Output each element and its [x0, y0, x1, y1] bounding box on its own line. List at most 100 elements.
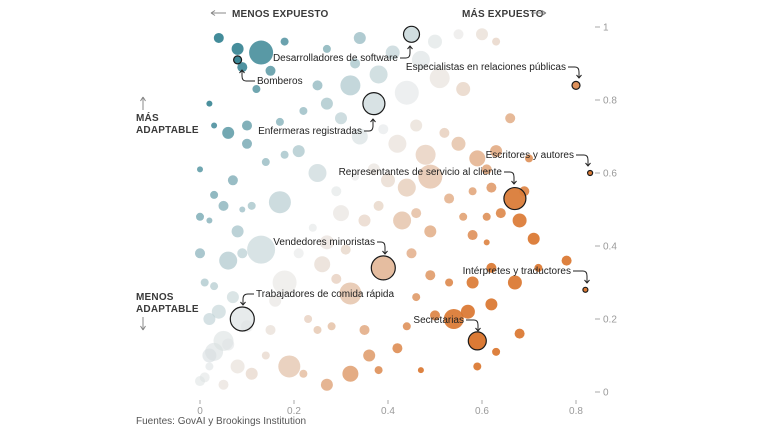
data-point	[385, 45, 400, 60]
data-point	[242, 138, 252, 149]
data-point	[378, 124, 389, 135]
highlighted-point	[402, 25, 421, 43]
x-tick-label: 0.2	[287, 406, 301, 417]
data-point	[418, 164, 443, 189]
data-point	[453, 29, 464, 40]
data-point	[278, 355, 301, 378]
annotation-label: Desarrolladores de software	[273, 53, 398, 64]
data-point	[237, 248, 248, 259]
highlighted-point	[586, 169, 594, 177]
data-point	[443, 309, 464, 329]
data-point	[561, 255, 572, 266]
data-point	[269, 294, 282, 307]
data-point	[505, 113, 516, 124]
data-point	[369, 65, 388, 84]
data-point	[280, 150, 289, 159]
y-label-top-1: MÁS	[136, 111, 159, 124]
data-point	[314, 256, 331, 273]
data-point	[226, 291, 239, 304]
y-tick-label: 0.4	[603, 242, 617, 253]
data-point	[272, 270, 297, 295]
data-point	[342, 365, 359, 382]
data-point	[219, 251, 238, 270]
data-point	[275, 117, 284, 126]
data-point	[340, 75, 361, 96]
highlighted-point	[582, 286, 589, 293]
data-point	[195, 376, 205, 387]
data-point	[495, 208, 506, 219]
data-point	[242, 120, 252, 131]
annotation-label: Vendedores minoristas	[273, 237, 375, 248]
data-point	[514, 328, 525, 339]
data-point	[430, 310, 440, 321]
data-point	[261, 158, 270, 167]
data-point	[331, 186, 342, 197]
data-point	[195, 248, 205, 259]
data-point	[467, 230, 478, 241]
data-point	[482, 212, 491, 221]
data-point	[424, 225, 437, 238]
data-point	[327, 322, 336, 331]
highlighted-point	[370, 255, 396, 281]
arrowhead-icon	[239, 69, 245, 74]
arrowhead-icon	[585, 162, 591, 167]
data-point	[392, 343, 403, 354]
data-point	[211, 304, 226, 319]
data-point	[249, 40, 274, 65]
data-point	[340, 244, 351, 255]
data-point	[350, 58, 361, 69]
annotation-arrow	[504, 171, 515, 184]
arrowhead-icon	[576, 74, 582, 79]
data-point	[299, 369, 308, 378]
data-point	[333, 205, 349, 222]
annotation-label: Secretarias	[413, 315, 464, 326]
arrowhead-icon	[511, 180, 517, 185]
x-label-left: MENOS EXPUESTO	[232, 9, 329, 20]
data-point	[417, 367, 424, 374]
data-point	[268, 191, 291, 214]
data-point	[304, 315, 313, 323]
data-point	[252, 85, 261, 94]
data-point	[239, 206, 246, 213]
data-point	[210, 282, 219, 291]
data-point	[205, 362, 214, 371]
data-point	[197, 166, 203, 173]
data-point	[280, 37, 289, 46]
annotation-label: Intérpretes y traductores	[463, 266, 571, 277]
annotation-arrow	[377, 241, 386, 254]
data-point	[308, 164, 327, 182]
x-label-right: MÁS EXPUESTO	[462, 7, 544, 20]
annotation-arrow	[241, 70, 255, 82]
data-point	[402, 322, 411, 331]
arrow-right-icon	[531, 10, 547, 16]
data-point	[527, 232, 540, 245]
data-point	[265, 324, 276, 335]
data-point	[196, 212, 204, 221]
data-point	[456, 82, 471, 97]
arrowhead-icon	[240, 301, 246, 306]
data-point	[227, 175, 238, 186]
y-label-bottom-1: MENOS	[136, 292, 174, 303]
arrow-left-icon	[210, 10, 226, 16]
annotation-label: Trabajadores de comida rápida	[256, 289, 394, 300]
data-point	[473, 362, 482, 371]
highlighted-point	[467, 331, 487, 351]
data-point	[373, 200, 384, 211]
arrowhead-icon	[382, 250, 388, 255]
data-point	[525, 154, 533, 163]
data-point	[218, 200, 229, 211]
data-point	[292, 145, 305, 158]
x-tick-label: 0.4	[381, 406, 395, 417]
annotation-arrow	[400, 46, 411, 59]
data-point	[410, 119, 423, 132]
data-point	[335, 112, 347, 125]
annotation-arrow	[568, 66, 580, 78]
axes-layer: 0 0.2 0.4 0.6 0.8 0 0.2 0.4 0.6 0.8 1	[197, 23, 617, 418]
data-point	[247, 235, 276, 264]
data-point	[507, 275, 522, 290]
data-point	[381, 173, 395, 188]
annotation-label: Escritores y autores	[486, 150, 574, 161]
data-point	[411, 208, 422, 219]
data-point	[476, 28, 488, 41]
